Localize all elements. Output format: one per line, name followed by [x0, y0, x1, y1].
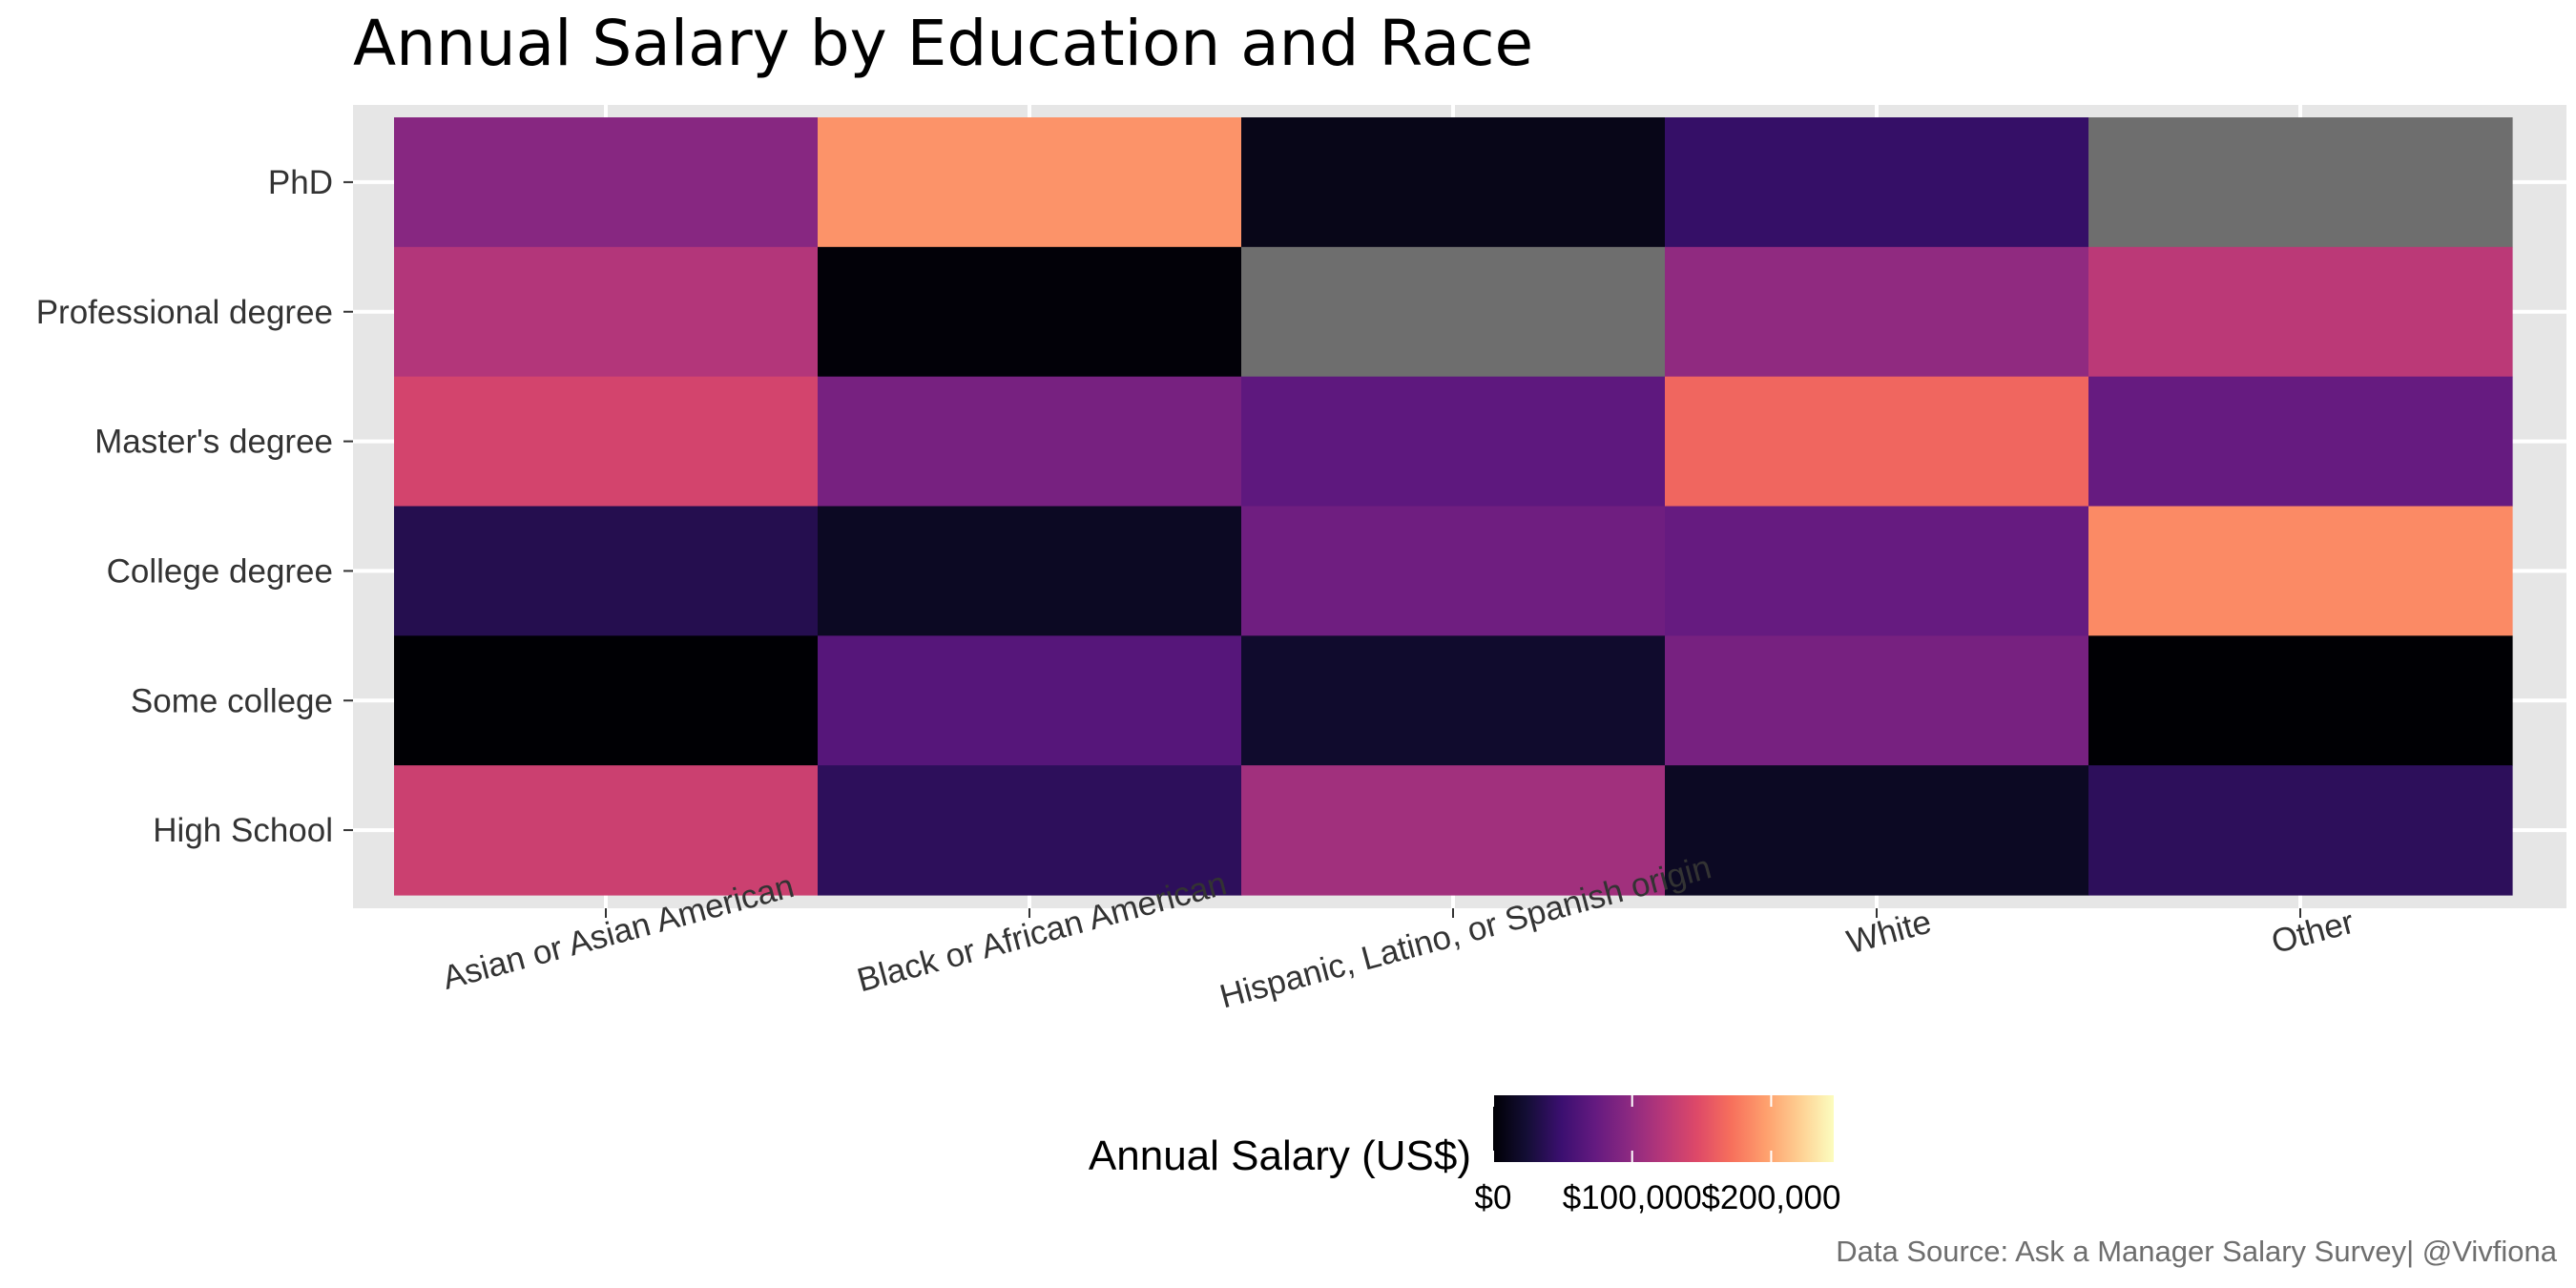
heatmap-cell	[2088, 635, 2513, 766]
y-tick-label: Some college	[131, 682, 333, 719]
chart-caption: Data Source: Ask a Manager Salary Survey…	[1836, 1235, 2558, 1268]
heatmap-cell	[1241, 765, 1666, 896]
y-tick-label: Master's degree	[94, 424, 333, 461]
legend-title: Annual Salary (US$)	[1089, 1132, 1471, 1179]
x-tick-label: Other	[2268, 904, 2358, 961]
y-tick-label: High School	[153, 812, 333, 849]
heatmap-cell	[1241, 246, 1666, 378]
legend-tick-label: $100,000	[1563, 1179, 1702, 1216]
legend-tick-label: $200,000	[1701, 1179, 1840, 1216]
heatmap-cell	[818, 246, 1242, 378]
y-axis: PhD Professional degree Master's degree Col…	[36, 164, 353, 849]
heatmap-cell	[394, 376, 819, 508]
y-tick-label: Professional degree	[36, 294, 333, 331]
heatmap-cell	[818, 506, 1242, 636]
heatmap-cell	[818, 635, 1242, 766]
legend-ticks: $0 $100,000 $200,000	[1475, 1095, 1840, 1216]
chart-title: Annual Salary by Education and Race	[353, 7, 1533, 80]
heatmap-cell	[394, 117, 819, 248]
heatmap-cell	[394, 246, 819, 378]
heatmap-cell	[1241, 506, 1666, 636]
heatmap-cell	[1241, 117, 1666, 248]
heatmap-cell	[1665, 506, 2089, 636]
y-tick-label: College degree	[107, 552, 333, 590]
legend-tick-label: $0	[1475, 1179, 1512, 1216]
heatmap-cell	[1665, 765, 2089, 896]
heatmap-cell	[2088, 117, 2513, 248]
heatmap-cell	[1665, 117, 2089, 248]
x-tick-label: White	[1843, 903, 1936, 961]
heatmap-cell	[2088, 506, 2513, 636]
y-tick-label: PhD	[268, 164, 333, 201]
heatmap-cell	[818, 117, 1242, 248]
heatmap-cells	[394, 117, 2513, 896]
heatmap-cell	[1241, 635, 1666, 766]
heatmap-cell	[2088, 765, 2513, 896]
heatmap-cell	[818, 376, 1242, 508]
color-legend: Annual Salary (US$) $0 $100,000 $200,000	[1089, 1095, 1840, 1216]
heatmap-cell	[2088, 246, 2513, 378]
heatmap-cell	[1665, 376, 2089, 508]
heatmap-cell	[1665, 246, 2089, 378]
heatmap-cell	[1241, 376, 1666, 508]
heatmap-cell	[1665, 635, 2089, 766]
heatmap-cell	[394, 765, 819, 896]
legend-colorbar	[1493, 1095, 1834, 1162]
heatmap-cell	[394, 506, 819, 636]
heatmap-cell	[394, 635, 819, 766]
heatmap-cell	[2088, 376, 2513, 508]
heatmap-cell	[818, 765, 1242, 896]
